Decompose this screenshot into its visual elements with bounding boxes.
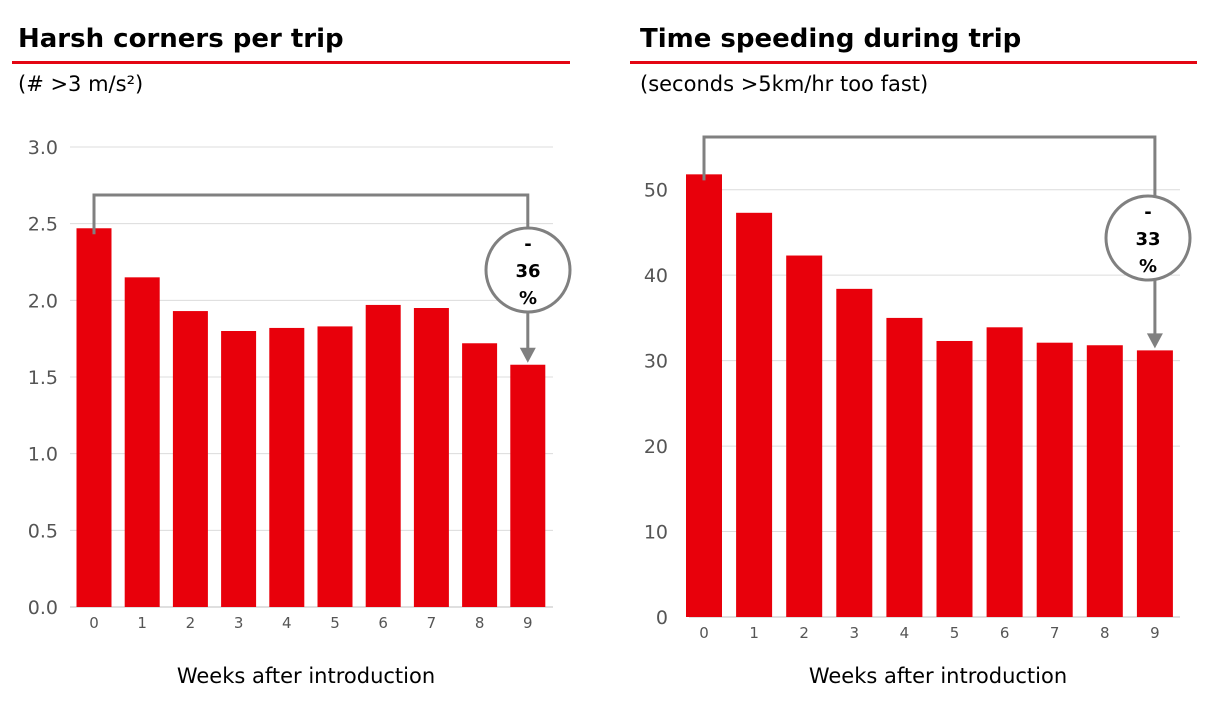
x-tick-label: 0 [89, 614, 99, 632]
bar [786, 255, 823, 617]
chart-title: Harsh corners per trip [18, 24, 344, 54]
y-tick-label: 0.0 [28, 597, 58, 619]
bar [76, 228, 112, 607]
bar [736, 212, 773, 618]
x-axis-label: Weeks after introduction [809, 664, 1067, 688]
bar [221, 331, 257, 607]
x-tick-label: 4 [282, 614, 292, 632]
x-tick-label: 7 [427, 614, 437, 632]
y-tick-label: 10 [644, 522, 668, 544]
chart-title: Time speeding during trip [640, 24, 1022, 54]
change-badge-text: % [1139, 256, 1157, 277]
change-badge-text: 33 [1135, 229, 1160, 250]
harsh-corners-panel: Harsh corners per trip (# >3 m/s²) 0.0 0.… [12, 24, 572, 688]
bar [124, 277, 160, 607]
bar [936, 340, 973, 617]
x-tick-label: 1 [137, 614, 147, 632]
x-tick-label: 3 [234, 614, 244, 632]
harsh-corners-chart: 0.0 0.5 1.0 1.5 2.0 2.5 3.0 0 1 2 3 4 5 6 7 8 9 Weeks aft… [28, 137, 572, 688]
y-tick-label: 30 [644, 351, 668, 373]
x-tick-label: 0 [699, 624, 709, 642]
change-bracket [92, 193, 530, 235]
y-tick-label: 40 [644, 265, 668, 287]
bar [1136, 350, 1173, 617]
bar [510, 364, 546, 607]
bar [986, 327, 1023, 617]
down-arrow-icon [1146, 333, 1163, 349]
bar [317, 326, 353, 607]
x-tick-label: 5 [950, 624, 960, 642]
x-tick-label: 6 [1000, 624, 1010, 642]
x-tick-label: 4 [900, 624, 910, 642]
x-tick-label: 8 [475, 614, 485, 632]
bar [1036, 342, 1073, 617]
y-tick-label: 2.0 [28, 290, 58, 312]
x-tick-label: 8 [1100, 624, 1110, 642]
title-underline [630, 61, 1197, 64]
x-tick-label: 6 [378, 614, 388, 632]
bar [172, 311, 208, 607]
x-tick-label: 9 [523, 614, 533, 632]
y-tick-label: 0.5 [28, 520, 58, 542]
x-tick-label: 1 [749, 624, 759, 642]
change-badge-text: - [524, 234, 531, 255]
bar [1086, 345, 1123, 617]
chart-subtitle: (# >3 m/s²) [18, 72, 144, 96]
bar [886, 317, 923, 617]
bar [365, 304, 401, 607]
change-badge-text: 36 [515, 261, 540, 282]
x-axis-label: Weeks after introduction [177, 664, 435, 688]
y-tick-label: 20 [644, 436, 668, 458]
y-tick-label: 3.0 [28, 137, 58, 159]
time-speeding-chart: 0 10 20 30 40 50 0 1 2 3 4 5 6 7 8 9 Weeks after introdu… [644, 135, 1192, 688]
y-tick-label: 1.0 [28, 444, 58, 466]
x-tick-label: 9 [1150, 624, 1160, 642]
title-underline [12, 61, 570, 64]
y-tick-label: 1.5 [28, 367, 58, 389]
bar [413, 308, 449, 607]
down-arrow-icon [519, 347, 536, 363]
chart-subtitle: (seconds >5km/hr too fast) [640, 72, 929, 96]
x-tick-label: 7 [1050, 624, 1060, 642]
y-tick-label: 0 [656, 607, 668, 629]
x-tick-label: 2 [186, 614, 196, 632]
time-speeding-panel: Time speeding during trip (seconds >5km/… [605, 0, 1210, 728]
y-tick-label: 2.5 [28, 214, 58, 236]
change-badge [1104, 194, 1192, 282]
change-bracket [702, 135, 1157, 196]
bar [686, 174, 722, 617]
change-badge [484, 226, 572, 314]
y-tick-label: 50 [644, 180, 668, 202]
x-tick-label: 3 [850, 624, 860, 642]
change-badge-text: % [519, 288, 537, 309]
bar [269, 327, 305, 607]
x-tick-label: 5 [330, 614, 340, 632]
bar [462, 343, 498, 607]
change-badge-text: - [1144, 202, 1151, 223]
x-tick-label: 2 [799, 624, 809, 642]
bar [836, 288, 873, 617]
